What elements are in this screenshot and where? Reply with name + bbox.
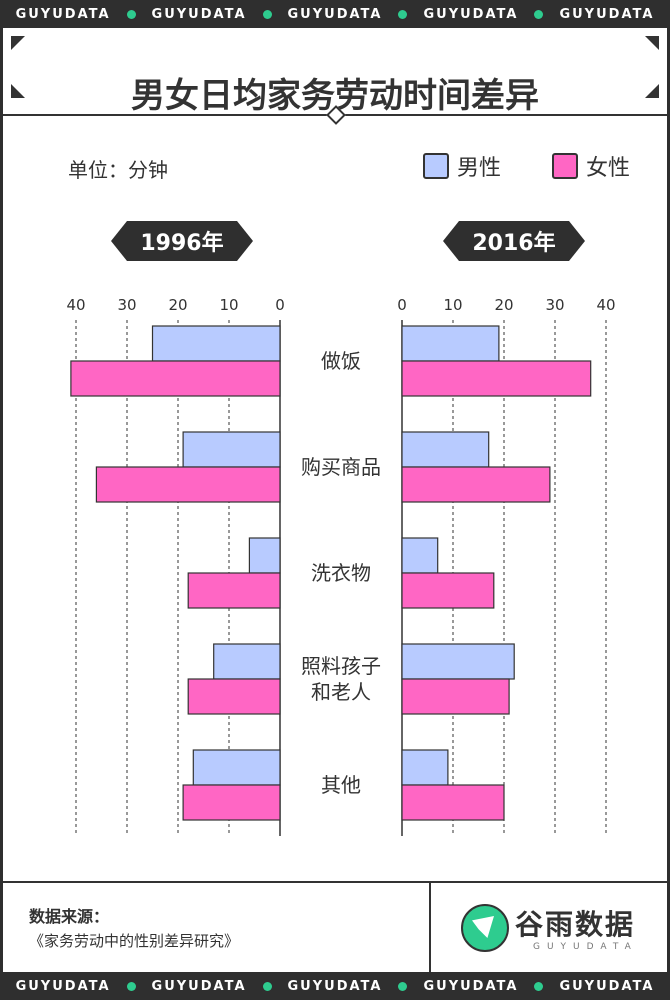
x-tick-label: 20 bbox=[494, 296, 513, 314]
x-tick-label: 20 bbox=[168, 296, 187, 314]
x-tick-label: 0 bbox=[275, 296, 285, 314]
bar-1996-female bbox=[187, 678, 281, 715]
x-tick-label: 0 bbox=[397, 296, 407, 314]
x-tick-label: 40 bbox=[596, 296, 615, 314]
source-text: 《家务劳动中的性别差异研究》 bbox=[29, 932, 240, 950]
chart-card: 男女日均家务劳动时间差异 单位：分钟 男性 女性 1996年 2016年 40 3… bbox=[3, 28, 667, 972]
bar-1996-female bbox=[95, 466, 281, 503]
bar-1996-female bbox=[70, 360, 281, 397]
x-tick-label: 30 bbox=[545, 296, 564, 314]
strip-dot-icon bbox=[534, 9, 544, 19]
bar-2016-female bbox=[401, 360, 592, 397]
legend-female-swatch bbox=[552, 153, 578, 179]
bar-2016-male bbox=[401, 431, 490, 468]
strip-brand-text: GUYUDATA bbox=[15, 978, 111, 994]
strip-dot-icon bbox=[126, 981, 136, 991]
strip-dot-icon bbox=[398, 9, 408, 19]
bar-2016-male bbox=[401, 537, 439, 574]
strip-brand-text: GUYUDATA bbox=[15, 6, 111, 22]
x-tick-label: 10 bbox=[219, 296, 238, 314]
category-label: 做饭 bbox=[321, 349, 361, 373]
x-tick-label: 30 bbox=[117, 296, 136, 314]
bar-2016-male bbox=[401, 749, 449, 786]
bar-1996-female bbox=[182, 784, 281, 821]
strip-dot-icon bbox=[534, 981, 544, 991]
category-label: 购买商品 bbox=[301, 455, 381, 479]
category-label: 其他 bbox=[321, 773, 361, 797]
legend-female: 女性 bbox=[552, 150, 630, 182]
source-title: 数据来源： bbox=[29, 907, 110, 926]
strip-dot-icon bbox=[262, 981, 272, 991]
footer-divider bbox=[3, 881, 667, 883]
legend-female-label: 女性 bbox=[586, 156, 631, 181]
strip-dot-icon bbox=[126, 9, 136, 19]
bar-1996-male bbox=[248, 537, 281, 574]
panel-label-2016: 2016年 bbox=[443, 221, 585, 261]
legend-male-swatch bbox=[423, 153, 449, 179]
strip-brand-text: GUYUDATA bbox=[559, 978, 655, 994]
bar-2016-female bbox=[401, 784, 505, 821]
strip-brand-text: GUYUDATA bbox=[151, 978, 247, 994]
top-brand-strip: GUYUDATA GUYUDATA GUYUDATA GUYUDATA GUYUDATA bbox=[0, 0, 670, 28]
bar-2016-male bbox=[401, 325, 500, 362]
bar-2016-female bbox=[401, 466, 551, 503]
legend-male-label: 男性 bbox=[457, 156, 502, 181]
x-tick-label: 40 bbox=[66, 296, 85, 314]
panel-label-1996: 1996年 bbox=[111, 221, 253, 261]
bar-1996-male bbox=[192, 749, 281, 786]
strip-brand-text: GUYUDATA bbox=[151, 6, 247, 22]
strip-brand-text: GUYUDATA bbox=[423, 6, 519, 22]
category-label: 洗衣物 bbox=[311, 561, 371, 585]
brand-name: 谷雨数据 bbox=[515, 908, 636, 941]
corner-decorations bbox=[11, 36, 659, 98]
guyu-bird-logo-icon bbox=[461, 904, 509, 952]
bar-1996-male bbox=[151, 325, 281, 362]
strip-dot-icon bbox=[398, 981, 408, 991]
bottom-brand-strip: GUYUDATA GUYUDATA GUYUDATA GUYUDATA GUYUDATA bbox=[0, 972, 670, 1000]
bar-1996-male bbox=[182, 431, 281, 468]
bar-1996-male bbox=[213, 643, 281, 680]
strip-brand-text: GUYUDATA bbox=[287, 6, 383, 22]
category-label: 照料孩子和老人 bbox=[301, 654, 381, 704]
strip-brand-text: GUYUDATA bbox=[287, 978, 383, 994]
unit-label: 单位：分钟 bbox=[68, 158, 168, 182]
footer-vertical-divider bbox=[429, 883, 431, 972]
strip-dot-icon bbox=[262, 9, 272, 19]
brand-sub: GUYUDATA bbox=[533, 942, 638, 952]
bar-1996-female bbox=[187, 572, 281, 609]
bar-2016-male bbox=[401, 643, 515, 680]
legend-male: 男性 bbox=[423, 150, 501, 182]
x-tick-label: 10 bbox=[443, 296, 462, 314]
strip-brand-text: GUYUDATA bbox=[559, 6, 655, 22]
bar-2016-female bbox=[401, 678, 510, 715]
strip-brand-text: GUYUDATA bbox=[423, 978, 519, 994]
bar-2016-female bbox=[401, 572, 495, 609]
